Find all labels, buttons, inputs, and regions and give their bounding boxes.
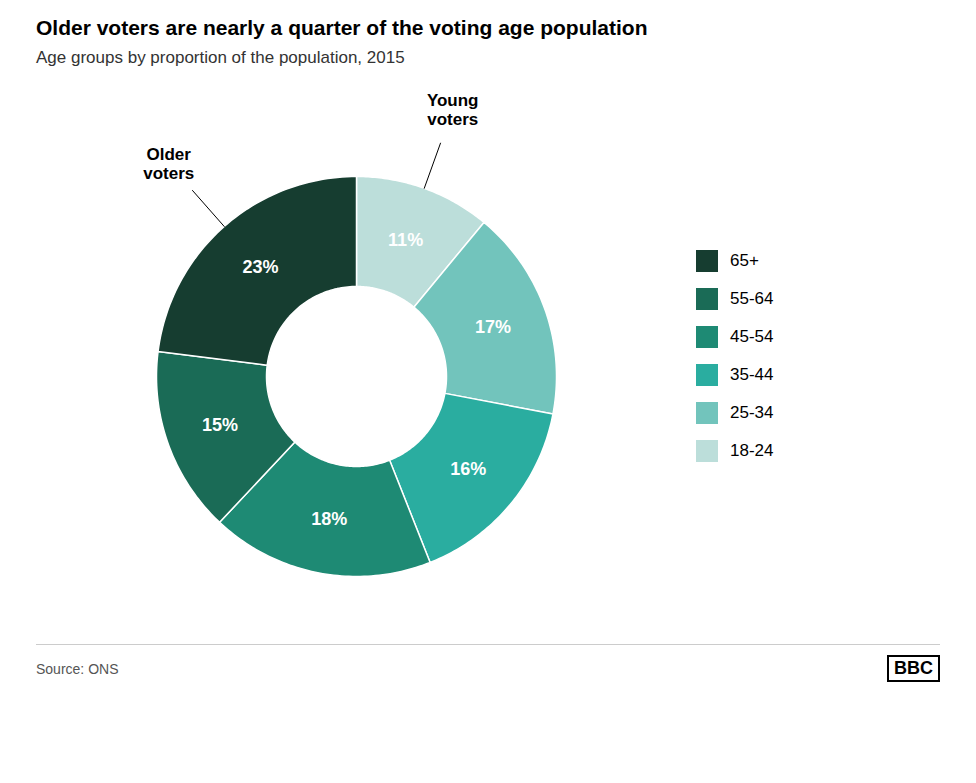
html-text:Source: ONS: Source: ONS [36, 660, 119, 677]
svg-text:23%: 23% [243, 257, 279, 277]
svg-text:15%: 15% [202, 415, 238, 435]
html-text:BBC: BBC [894, 658, 933, 678]
svg-text:Oldervoters: Oldervoters [143, 145, 194, 183]
html-text:18-24: 18-24 [730, 441, 774, 460]
html-text:65+: 65+ [730, 251, 759, 270]
html-text:35-44: 35-44 [730, 365, 774, 384]
svg-text:18%: 18% [311, 509, 347, 529]
html-text:25-34: 25-34 [730, 403, 774, 422]
svg-text:Youngvoters: Youngvoters [427, 91, 479, 129]
svg-text:17%: 17% [475, 317, 511, 337]
html-text:Age groups by proportion of th: Age groups by proportion of the populati… [36, 48, 405, 67]
html-text:Older voters are nearly a quar: Older voters are nearly a quarter of the… [36, 16, 648, 39]
html-text:55-64: 55-64 [730, 289, 774, 308]
html-text:45-54: 45-54 [730, 327, 774, 346]
svg-text:11%: 11% [388, 230, 423, 250]
svg-text:16%: 16% [450, 459, 486, 479]
